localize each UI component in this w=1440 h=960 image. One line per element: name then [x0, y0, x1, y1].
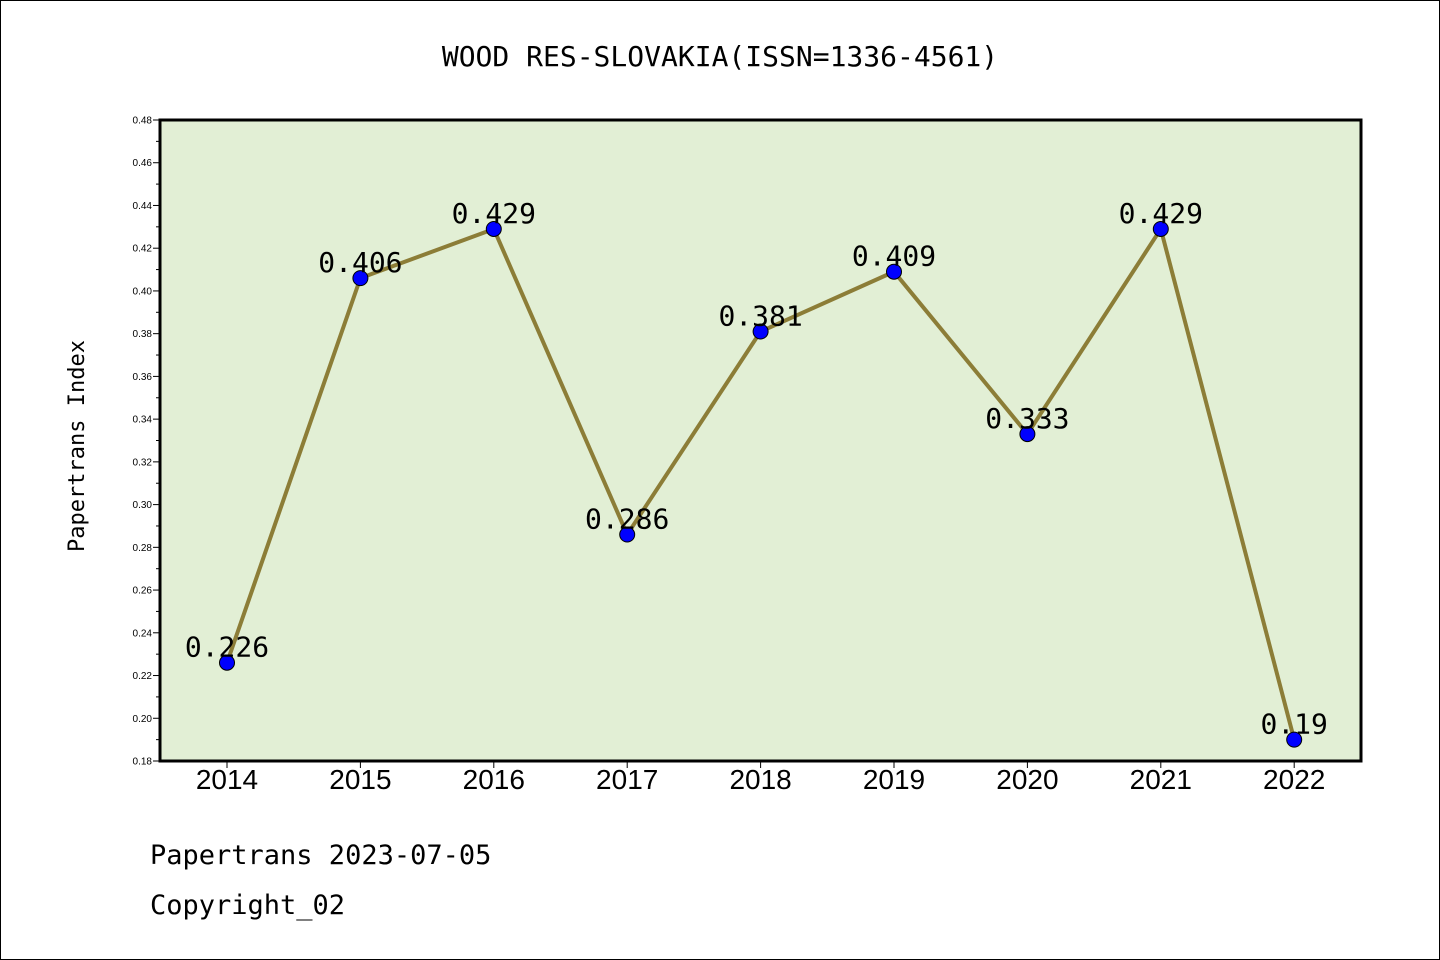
y-tick-label: 0.42 [133, 244, 153, 255]
footer-date: Papertrans 2023-07-05 [150, 840, 491, 871]
x-tick-label: 2016 [463, 764, 525, 795]
plot-border [158, 118, 1363, 763]
y-axis-ticks: 0.18 0.20 0.22 0.24 0.26 0.28 0.30 0.32 0.34 0.36… [133, 116, 160, 768]
data-point [1152, 220, 1169, 237]
y-tick-label: 0.38 [133, 329, 153, 340]
y-tick-label: 0.24 [133, 628, 153, 639]
data-point [752, 323, 769, 340]
series-layer: 0.226 0.406 0.429 0.286 0.381 0.409 0.333 0.429… [185, 197, 1328, 748]
data-label: 0.286 [585, 503, 669, 536]
data-point [219, 654, 235, 671]
data-point [485, 220, 502, 237]
x-axis-ticks: 2014 2015 2016 2017 2018 2019 2020 2021 2022 [196, 761, 1325, 795]
chart-title: WOOD RES-SLOVAKIA(ISSN=1336-4561) [442, 40, 998, 73]
x-tick-label: 2015 [329, 764, 391, 795]
y-tick-label: 0.26 [133, 586, 153, 597]
y-tick-label: 0.36 [133, 372, 153, 383]
data-label: 0.409 [852, 240, 936, 273]
data-label: 0.381 [718, 300, 802, 333]
y-tick-label: 0.40 [133, 286, 153, 297]
data-point [352, 270, 369, 287]
x-tick-label: 2018 [729, 764, 791, 795]
x-tick-label: 2020 [996, 764, 1058, 795]
data-label: 0.406 [318, 246, 402, 279]
y-tick-label: 0.44 [133, 201, 153, 212]
y-tick-label: 0.34 [133, 415, 153, 426]
x-tick-label: 2021 [1130, 764, 1192, 795]
y-tick-label: 0.30 [133, 500, 153, 511]
data-point [1019, 426, 1036, 443]
x-tick-label: 2017 [596, 764, 658, 795]
footer-copyright: Copyright_02 [150, 890, 345, 921]
y-tick-label: 0.28 [133, 543, 153, 554]
y-tick-label: 0.48 [133, 116, 153, 127]
data-point [619, 526, 636, 543]
y-axis-label: Papertrans Index [65, 340, 90, 552]
data-point [1286, 731, 1303, 748]
y-tick-label: 0.32 [133, 457, 153, 468]
x-tick-label: 2022 [1263, 764, 1325, 795]
y-tick-label: 0.20 [133, 714, 153, 725]
data-label: 0.226 [185, 631, 269, 664]
data-label: 0.429 [452, 197, 536, 230]
y-tick-label: 0.46 [133, 158, 153, 169]
x-tick-label: 2014 [196, 764, 258, 795]
data-label: 0.429 [1119, 197, 1203, 230]
y-tick-label: 0.22 [133, 671, 153, 682]
y-tick-label: 0.18 [133, 757, 153, 768]
x-tick-label: 2019 [863, 764, 925, 795]
data-label: 0.333 [985, 402, 1069, 435]
data-point [886, 263, 902, 280]
data-label: 0.19 [1260, 708, 1327, 741]
